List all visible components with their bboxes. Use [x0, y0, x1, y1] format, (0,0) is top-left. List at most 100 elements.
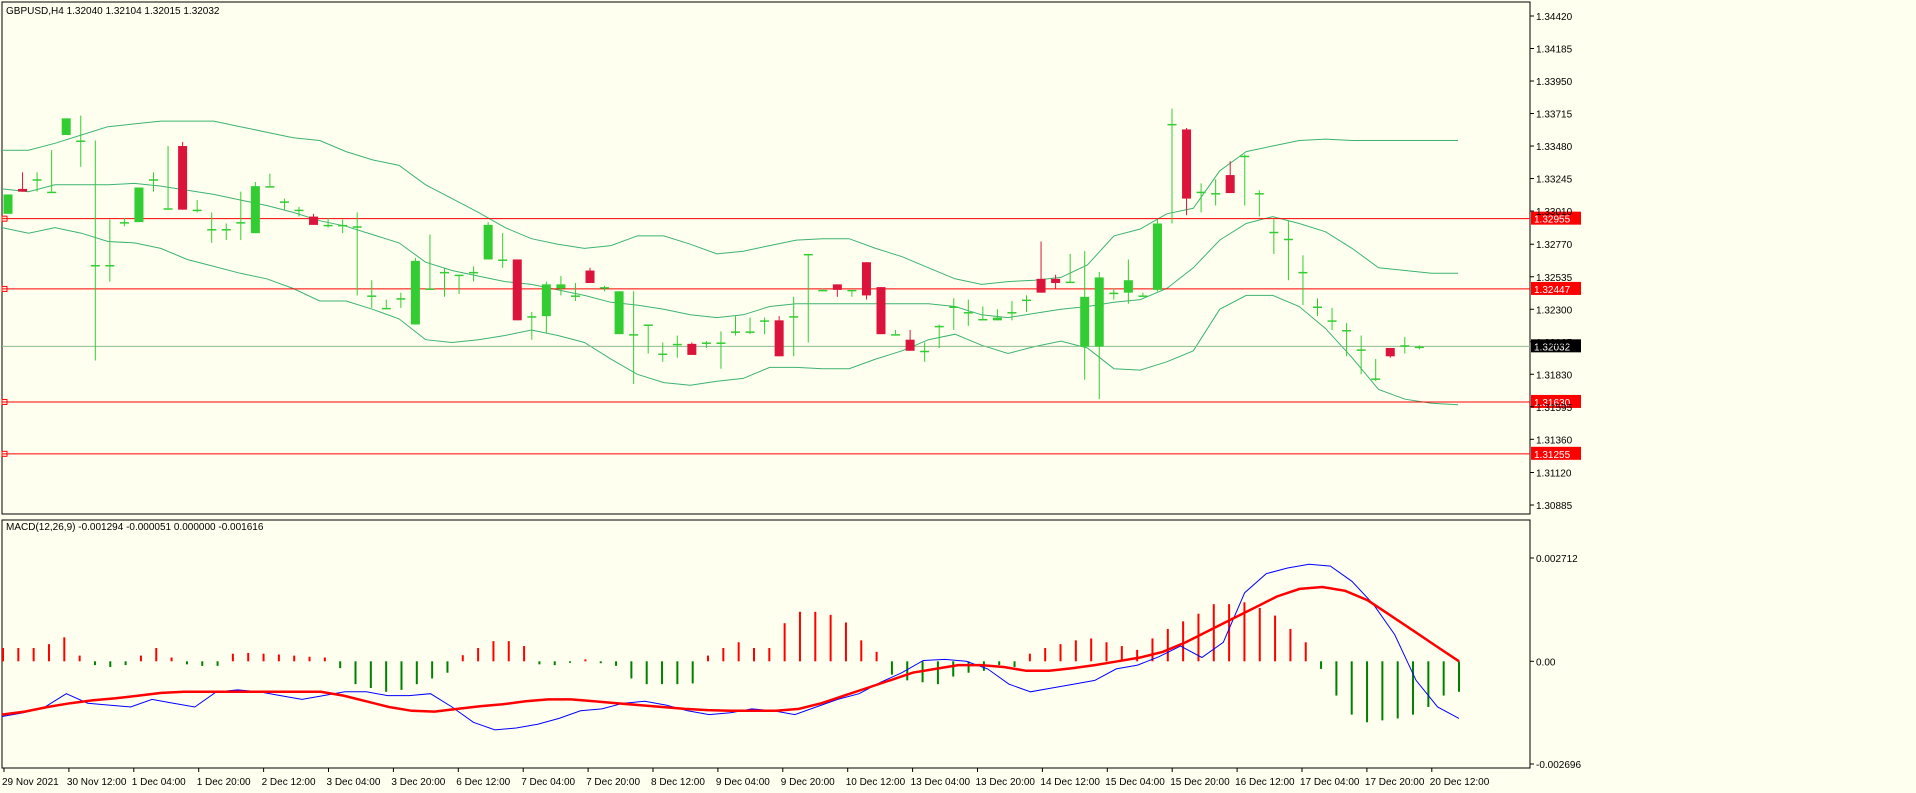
candle-body: [803, 253, 813, 256]
candle-body: [1152, 223, 1162, 290]
price-axis-label: 1.31830: [1536, 370, 1573, 381]
candle-body: [760, 320, 770, 322]
candle-body: [861, 262, 871, 296]
candle-body: [410, 260, 420, 325]
candle-body: [367, 295, 377, 297]
price-axis-label: 1.33245: [1536, 175, 1573, 186]
time-axis-label: 8 Dec 12:00: [651, 777, 705, 788]
candle-body: [192, 209, 202, 212]
candle-body: [352, 226, 362, 228]
candle-body: [614, 291, 624, 335]
time-axis-label: 15 Dec 20:00: [1170, 777, 1230, 788]
time-axis-label: 29 Nov 2021: [2, 777, 59, 788]
candle-body: [236, 222, 246, 224]
candle-body: [134, 187, 144, 223]
candle-body: [600, 287, 610, 289]
price-axis-label: 1.31595: [1536, 403, 1573, 414]
candle-body: [629, 334, 639, 336]
candle-body: [47, 191, 57, 194]
candle-body: [905, 339, 915, 351]
candle-body: [891, 334, 901, 336]
candle-body: [716, 342, 726, 344]
candlesticks: [3, 108, 1424, 400]
price-axis-label: 1.33715: [1536, 110, 1573, 121]
price-level-tag: [1531, 394, 1581, 408]
candle-body: [556, 284, 566, 289]
price-level-handle[interactable]: [1, 215, 8, 222]
time-axis-label: 1 Dec 20:00: [197, 777, 251, 788]
price-axis-label: 1.34185: [1536, 45, 1573, 56]
candle-body: [1080, 296, 1090, 347]
time-axis-label: 7 Dec 04:00: [521, 777, 575, 788]
candle-body: [265, 186, 275, 188]
candle-body: [570, 295, 580, 297]
price-axis-label: 1.33950: [1536, 77, 1573, 88]
price-level-tag: [1531, 211, 1581, 225]
candle-body: [1313, 306, 1322, 308]
bollinger-lower-line: [1, 227, 1459, 406]
axes: 1.34420 1.34185 1.33950 1.33715 1.33480 1.332…: [2, 12, 1581, 788]
candle-body: [454, 274, 464, 277]
price-level-tag: [1531, 281, 1581, 295]
candle-body: [745, 331, 755, 333]
price-axis-label: 1.32300: [1536, 305, 1573, 316]
candle-body: [1138, 295, 1148, 297]
candle-body: [381, 307, 391, 310]
candle-body: [338, 224, 348, 227]
candle-body: [978, 318, 988, 321]
price-level-tag: [1531, 446, 1581, 460]
candle-body: [1385, 347, 1395, 357]
price-levels[interactable]: 1.32955 1.32447 1.31630 1.31255 1.32032: [1, 211, 1581, 461]
time-axis-label: 2 Dec 12:00: [262, 777, 316, 788]
candle-body: [658, 353, 668, 356]
price-axis-label: 1.32535: [1536, 273, 1573, 284]
candle-body: [90, 264, 100, 267]
price-axis-label: 1.34420: [1536, 12, 1573, 23]
candle-body: [294, 209, 304, 212]
bollinger-upper-line: [2, 120, 1458, 285]
price-level-tag-label: 1.31255: [1534, 450, 1571, 461]
price-panel-frame: [1, 1, 1531, 515]
price-level-handle[interactable]: [1, 398, 8, 405]
candle-body: [1400, 345, 1410, 347]
price-axis-label: 1.30885: [1536, 501, 1573, 512]
candle-body: [1182, 129, 1192, 199]
price-axis-label: 1.33480: [1536, 142, 1573, 153]
candle-body: [323, 224, 333, 227]
price-level-tag-label: 1.31630: [1534, 398, 1571, 409]
time-axis-label: 17 Dec 04:00: [1300, 777, 1360, 788]
current-price-tag: [1531, 339, 1581, 353]
macd-axis-label: -0.002696: [1536, 760, 1581, 771]
price-level-handle[interactable]: [1, 450, 8, 457]
price-panel[interactable]: [1, 1, 1531, 515]
candle-body: [483, 224, 493, 260]
candle-body: [498, 259, 508, 261]
price-level-handle[interactable]: [1, 285, 8, 292]
macd-signal-line: [1, 585, 1460, 716]
candle-body: [76, 140, 86, 142]
candle-body: [1254, 193, 1264, 195]
macd-header: MACD(12,26,9) -0.001294 -0.000051 0.0000…: [6, 522, 264, 533]
macd-panel[interactable]: [1, 519, 1531, 769]
candle-body: [18, 188, 28, 192]
candle-body: [279, 201, 289, 203]
candle-body: [789, 316, 799, 318]
candle-body: [731, 331, 740, 333]
candle-body: [105, 264, 115, 267]
candle-body: [425, 288, 435, 291]
candle-body: [163, 208, 173, 210]
candle-body: [1298, 271, 1308, 274]
time-axis-label: 30 Nov 12:00: [67, 777, 127, 788]
candle-body: [119, 222, 129, 224]
price-axis-label: 1.33010: [1536, 207, 1573, 218]
time-axis-label: 13 Dec 04:00: [911, 777, 971, 788]
candle-body: [1269, 231, 1279, 234]
candle-body: [1007, 312, 1017, 314]
candle-body: [1094, 277, 1104, 347]
candle-body: [1065, 281, 1075, 284]
candle-body: [687, 343, 697, 355]
candle-body: [1196, 191, 1206, 194]
candle-body: [440, 271, 449, 274]
